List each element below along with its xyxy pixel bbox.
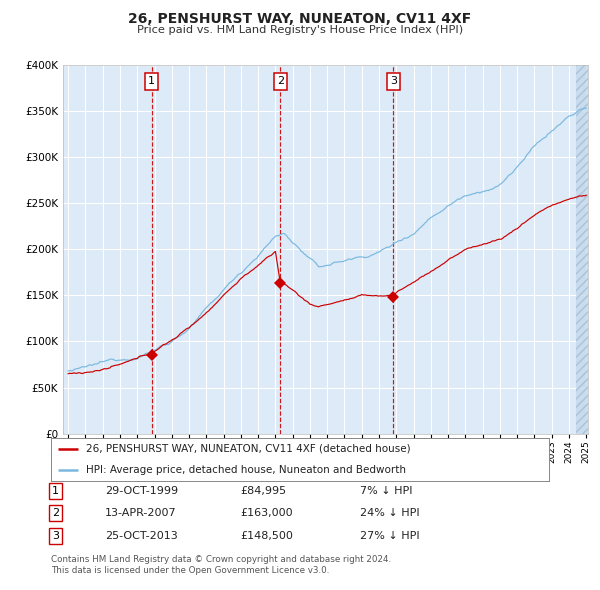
Text: 13-APR-2007: 13-APR-2007 — [105, 509, 176, 518]
Text: 3: 3 — [52, 531, 59, 540]
Text: 27% ↓ HPI: 27% ↓ HPI — [360, 531, 419, 540]
Text: £148,500: £148,500 — [240, 531, 293, 540]
Text: 26, PENSHURST WAY, NUNEATON, CV11 4XF: 26, PENSHURST WAY, NUNEATON, CV11 4XF — [128, 12, 472, 26]
Text: 26, PENSHURST WAY, NUNEATON, CV11 4XF (detached house): 26, PENSHURST WAY, NUNEATON, CV11 4XF (d… — [86, 444, 410, 454]
Text: 2: 2 — [277, 77, 284, 87]
Text: 2: 2 — [52, 509, 59, 518]
Text: 25-OCT-2013: 25-OCT-2013 — [105, 531, 178, 540]
Text: 1: 1 — [52, 486, 59, 496]
Text: Price paid vs. HM Land Registry's House Price Index (HPI): Price paid vs. HM Land Registry's House … — [137, 25, 463, 35]
Text: 29-OCT-1999: 29-OCT-1999 — [105, 486, 178, 496]
Text: Contains HM Land Registry data © Crown copyright and database right 2024.: Contains HM Land Registry data © Crown c… — [51, 555, 391, 564]
Text: 7% ↓ HPI: 7% ↓ HPI — [360, 486, 413, 496]
Bar — [576, 65, 595, 434]
Text: £163,000: £163,000 — [240, 509, 293, 518]
Text: 24% ↓ HPI: 24% ↓ HPI — [360, 509, 419, 518]
Text: 3: 3 — [389, 77, 397, 87]
Text: HPI: Average price, detached house, Nuneaton and Bedworth: HPI: Average price, detached house, Nune… — [86, 466, 406, 475]
Text: £84,995: £84,995 — [240, 486, 286, 496]
Text: This data is licensed under the Open Government Licence v3.0.: This data is licensed under the Open Gov… — [51, 566, 329, 575]
Text: 1: 1 — [148, 77, 155, 87]
